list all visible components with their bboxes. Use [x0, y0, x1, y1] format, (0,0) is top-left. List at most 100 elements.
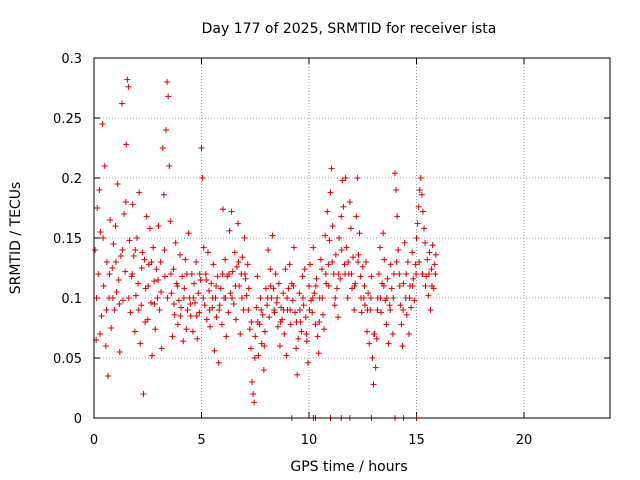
data-point	[412, 261, 419, 268]
data-point	[358, 295, 365, 301]
data-point	[151, 278, 158, 285]
data-point	[187, 301, 194, 307]
data-point	[168, 290, 175, 297]
data-point	[306, 283, 312, 289]
data-point	[123, 141, 130, 148]
data-point	[299, 273, 306, 280]
data-point	[174, 321, 181, 328]
data-point	[151, 301, 158, 307]
data-point	[364, 328, 371, 335]
data-point	[155, 223, 162, 229]
data-point	[182, 256, 189, 263]
data-point	[429, 242, 436, 249]
data-point	[414, 220, 421, 227]
data-point	[193, 313, 200, 319]
data-point	[251, 399, 258, 406]
data-point	[341, 261, 348, 268]
data-point	[104, 373, 111, 379]
data-point	[112, 223, 119, 229]
data-point	[141, 256, 148, 263]
data-point	[383, 295, 390, 301]
data-point	[413, 235, 420, 241]
y-tick-label: 0.3	[61, 52, 82, 67]
data-point	[417, 175, 424, 181]
data-point	[248, 319, 255, 325]
data-point	[289, 297, 296, 304]
data-point	[100, 283, 107, 289]
data-point	[404, 259, 411, 265]
data-point	[101, 163, 108, 169]
data-point	[418, 191, 425, 198]
data-point	[265, 247, 272, 253]
data-point	[230, 301, 237, 307]
data-point	[192, 299, 199, 306]
data-point	[302, 314, 309, 321]
data-point	[322, 232, 329, 239]
data-point	[304, 359, 311, 366]
data-point	[196, 309, 203, 316]
chart-title: Day 177 of 2025, SRMTID for receiver ist…	[202, 21, 497, 37]
data-point	[245, 285, 252, 292]
data-point	[264, 302, 271, 309]
data-point	[362, 259, 369, 265]
data-point	[100, 235, 107, 241]
data-point	[250, 391, 257, 397]
data-point	[395, 247, 402, 253]
data-point	[178, 304, 185, 311]
data-point	[306, 307, 313, 313]
data-point	[164, 295, 171, 301]
data-point	[329, 223, 336, 229]
data-point	[374, 307, 381, 313]
data-point	[255, 352, 262, 359]
data-point	[169, 333, 176, 340]
data-point	[148, 259, 155, 265]
data-point	[134, 235, 140, 241]
data-point	[161, 247, 168, 253]
data-point	[215, 359, 222, 366]
data-point	[197, 277, 204, 283]
data-point	[108, 325, 115, 331]
data-point	[295, 335, 302, 342]
data-point	[167, 218, 174, 225]
data-point	[117, 253, 124, 259]
data-point	[286, 261, 293, 268]
data-point	[287, 321, 294, 328]
data-point	[211, 347, 218, 354]
data-point	[136, 189, 143, 196]
data-point	[331, 302, 338, 309]
data-point	[214, 273, 221, 280]
data-point	[116, 301, 123, 307]
data-point	[290, 283, 297, 289]
data-point	[183, 271, 190, 277]
data-point	[249, 379, 256, 385]
data-point	[372, 364, 379, 371]
data-point	[198, 145, 205, 151]
data-point	[287, 307, 294, 313]
data-point	[203, 277, 210, 283]
data-point	[298, 328, 305, 335]
data-point	[164, 79, 171, 85]
data-point	[167, 271, 174, 277]
data-point	[375, 271, 382, 277]
data-point	[232, 283, 239, 289]
data-point	[409, 249, 416, 256]
data-point	[259, 311, 266, 318]
data-point	[342, 175, 349, 181]
data-point	[325, 283, 332, 289]
data-point	[307, 261, 314, 268]
data-point	[135, 280, 142, 287]
data-point	[403, 311, 410, 318]
data-point	[354, 175, 361, 181]
data-point	[122, 268, 129, 275]
data-point	[160, 191, 167, 198]
data-point	[175, 297, 182, 304]
data-point	[359, 263, 366, 270]
data-point	[276, 343, 283, 349]
data-point	[409, 283, 416, 289]
data-point	[218, 321, 225, 328]
data-point	[201, 302, 208, 309]
data-point	[195, 290, 202, 297]
data-point	[426, 249, 433, 256]
data-point	[206, 287, 213, 294]
data-point	[185, 230, 192, 237]
